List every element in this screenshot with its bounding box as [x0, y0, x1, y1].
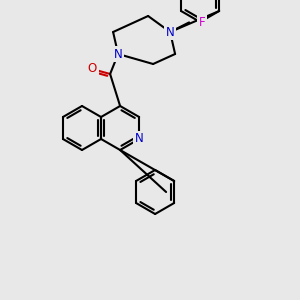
Text: N: N	[114, 47, 122, 61]
Text: N: N	[135, 133, 143, 146]
Text: N: N	[166, 26, 175, 38]
Text: O: O	[88, 62, 97, 76]
Text: F: F	[199, 16, 206, 28]
